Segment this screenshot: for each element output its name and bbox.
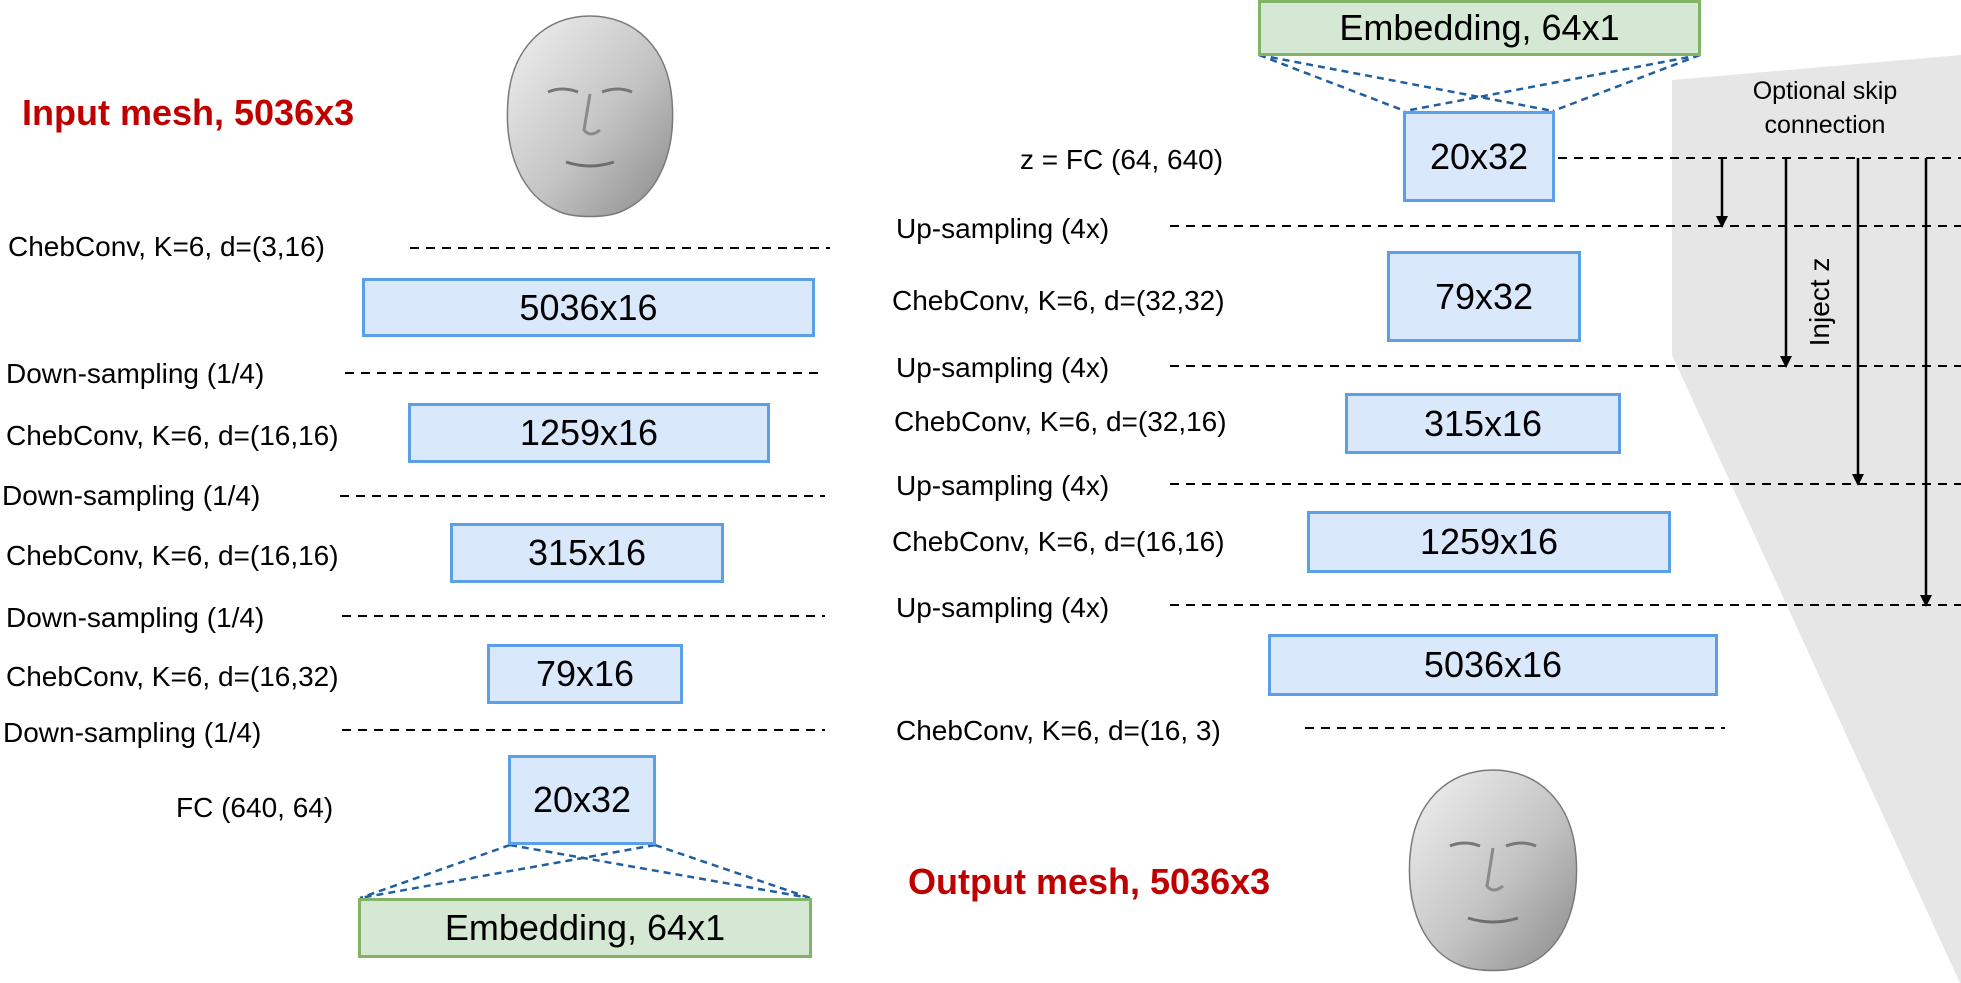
proj-dec-right-outer: [1552, 53, 1701, 113]
dec-feature-box-4: 5036x16: [1268, 634, 1718, 696]
proj-dec-left-inner: [1258, 53, 1554, 113]
skip-connection-label-line2: connection: [1764, 111, 1886, 139]
dec-feature-box-2: 315x16: [1345, 393, 1621, 454]
input-mesh-title: Input mesh, 5036x3: [22, 92, 355, 133]
dec-embedding-box: Embedding, 64x1: [1258, 0, 1701, 56]
dec-feature-box-1: 79x32: [1387, 251, 1581, 342]
skip-connection-label-line1: Optional skip: [1752, 77, 1898, 105]
enc-embedding-box: Embedding, 64x1: [358, 898, 812, 958]
dec-conv3-label: ChebConv, K=6, d=(16,16): [892, 526, 1225, 557]
enc-fc-label: FC (640, 64): [176, 792, 334, 823]
enc-conv1-label: ChebConv, K=6, d=(3,16): [8, 231, 326, 262]
enc-conv2-label: ChebConv, K=6, d=(16,16): [6, 420, 339, 451]
output-face-render: [1408, 769, 1578, 972]
dec-up4-label: Up-sampling (4x): [896, 592, 1110, 623]
proj-enc-right-outer: [654, 843, 811, 900]
proj-enc-left-inner: [509, 843, 811, 900]
enc-conv3-label: ChebConv, K=6, d=(16,16): [6, 540, 339, 571]
enc-latent-box: 20x32: [508, 755, 656, 845]
skip-connection-label: Optional skip connection: [1700, 74, 1950, 142]
enc-down3-label: Down-sampling (1/4): [6, 602, 265, 633]
proj-enc-left-outer: [359, 843, 511, 900]
inject-z-label: Inject z: [1804, 257, 1835, 347]
enc-down2-label: Down-sampling (1/4): [2, 480, 261, 511]
dec-feature-box-3: 1259x16: [1307, 511, 1671, 573]
enc-feature-box-1: 5036x16: [362, 278, 815, 337]
enc-feature-box-3: 315x16: [450, 523, 724, 583]
dec-fc-label: z = FC (64, 640): [1020, 144, 1224, 175]
dec-up1-label: Up-sampling (4x): [896, 213, 1110, 244]
enc-feature-box-4: 79x16: [487, 644, 683, 704]
skip-region: [1672, 55, 1961, 983]
dec-latent-box: 20x32: [1403, 111, 1555, 202]
dec-conv1-label: ChebConv, K=6, d=(32,32): [892, 285, 1225, 316]
enc-feature-box-2: 1259x16: [408, 403, 770, 463]
proj-dec-right-inner: [1404, 53, 1701, 113]
proj-enc-right-inner: [359, 843, 656, 900]
enc-down4-label: Down-sampling (1/4): [3, 717, 262, 748]
dec-conv4-label: ChebConv, K=6, d=(16, 3): [896, 715, 1221, 746]
enc-conv4-label: ChebConv, K=6, d=(16,32): [6, 661, 339, 692]
dec-conv2-label: ChebConv, K=6, d=(32,16): [894, 406, 1227, 437]
output-mesh-title: Output mesh, 5036x3: [908, 861, 1271, 902]
dec-up3-label: Up-sampling (4x): [896, 470, 1110, 501]
enc-down1-label: Down-sampling (1/4): [6, 358, 265, 389]
input-face-render: [506, 15, 674, 218]
proj-dec-left-outer: [1258, 53, 1406, 113]
dec-up2-label: Up-sampling (4x): [896, 352, 1110, 383]
